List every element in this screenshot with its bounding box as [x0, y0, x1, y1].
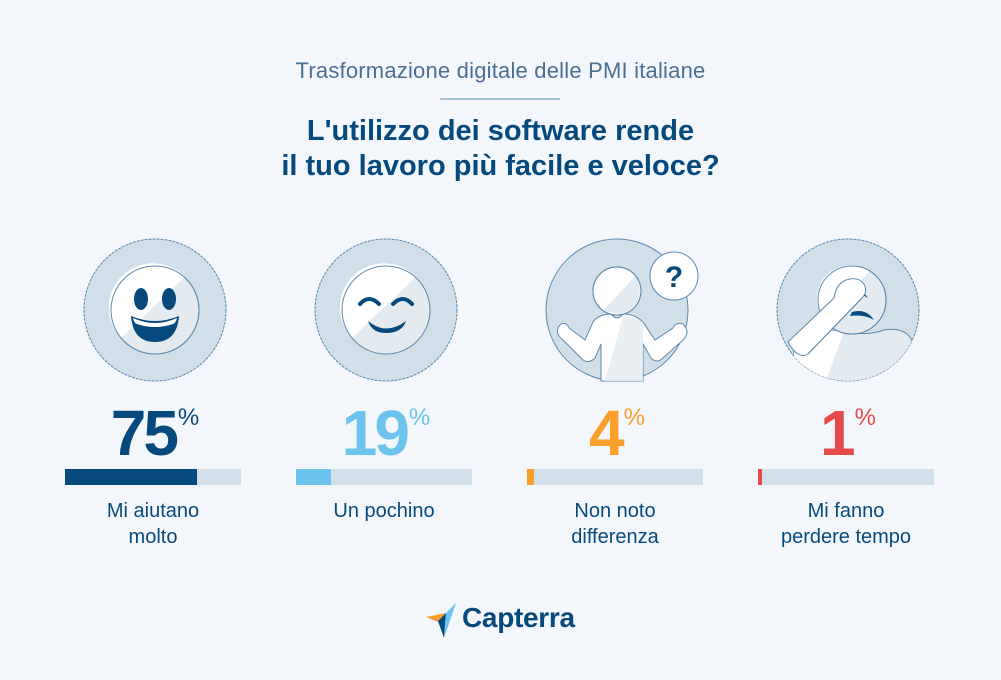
- title-line-2: il tuo lavoro più facile e veloce?: [281, 150, 720, 182]
- label-line-1: Mi fanno: [807, 500, 885, 522]
- label-line-2: perdere tempo: [780, 526, 912, 548]
- option-label: Mi fanno perdere tempo: [738, 498, 954, 550]
- brand-name: Capterra: [462, 602, 575, 633]
- stat-value: 1%: [758, 397, 938, 469]
- progress-fill: [527, 469, 535, 485]
- progress-bar: [758, 469, 934, 485]
- value-number: 19: [341, 397, 410, 469]
- progress-bar: [527, 469, 703, 485]
- progress-bar: [296, 469, 472, 485]
- label-line-2: molto: [128, 526, 178, 548]
- big-smile-icon: [83, 238, 227, 382]
- percent-sign: %: [408, 404, 431, 431]
- svg-text:?: ?: [665, 261, 683, 294]
- option-label: Non noto differenza: [507, 498, 723, 550]
- shrug-question-icon: ?: [545, 238, 699, 382]
- label-line-1: Un pochino: [333, 500, 435, 522]
- label-line-1: Non noto: [574, 500, 656, 522]
- content-smile-icon: [314, 238, 458, 382]
- value-number: 4: [589, 397, 625, 469]
- facepalm-icon: [776, 238, 920, 382]
- progress-bar: [65, 469, 241, 485]
- value-number: 75: [110, 397, 179, 469]
- label-line-1: Mi aiutano: [106, 500, 200, 522]
- title-line-1: L'utilizzo dei software rende: [306, 115, 695, 147]
- stat-value: 75%: [65, 397, 245, 469]
- option-label: Mi aiutano molto: [45, 498, 261, 550]
- percent-sign: %: [854, 404, 876, 431]
- progress-fill: [296, 469, 332, 485]
- subtitle: Trasformazione digitale delle PMI italia…: [295, 58, 706, 83]
- capterra-logo: Capterra: [424, 600, 584, 640]
- stat-value: 4%: [527, 397, 707, 469]
- progress-fill: [758, 469, 762, 485]
- percent-sign: %: [623, 404, 645, 431]
- option-label: Un pochino: [276, 498, 492, 524]
- stat-value: 19%: [296, 397, 476, 469]
- label-line-2: differenza: [571, 526, 659, 548]
- progress-fill: [65, 469, 197, 485]
- percent-sign: %: [177, 404, 200, 431]
- page-title: L'utilizzo dei software rende il tuo lav…: [0, 114, 1001, 184]
- divider: [440, 98, 560, 100]
- value-number: 1: [820, 397, 856, 469]
- capterra-arrow-icon: [426, 603, 456, 638]
